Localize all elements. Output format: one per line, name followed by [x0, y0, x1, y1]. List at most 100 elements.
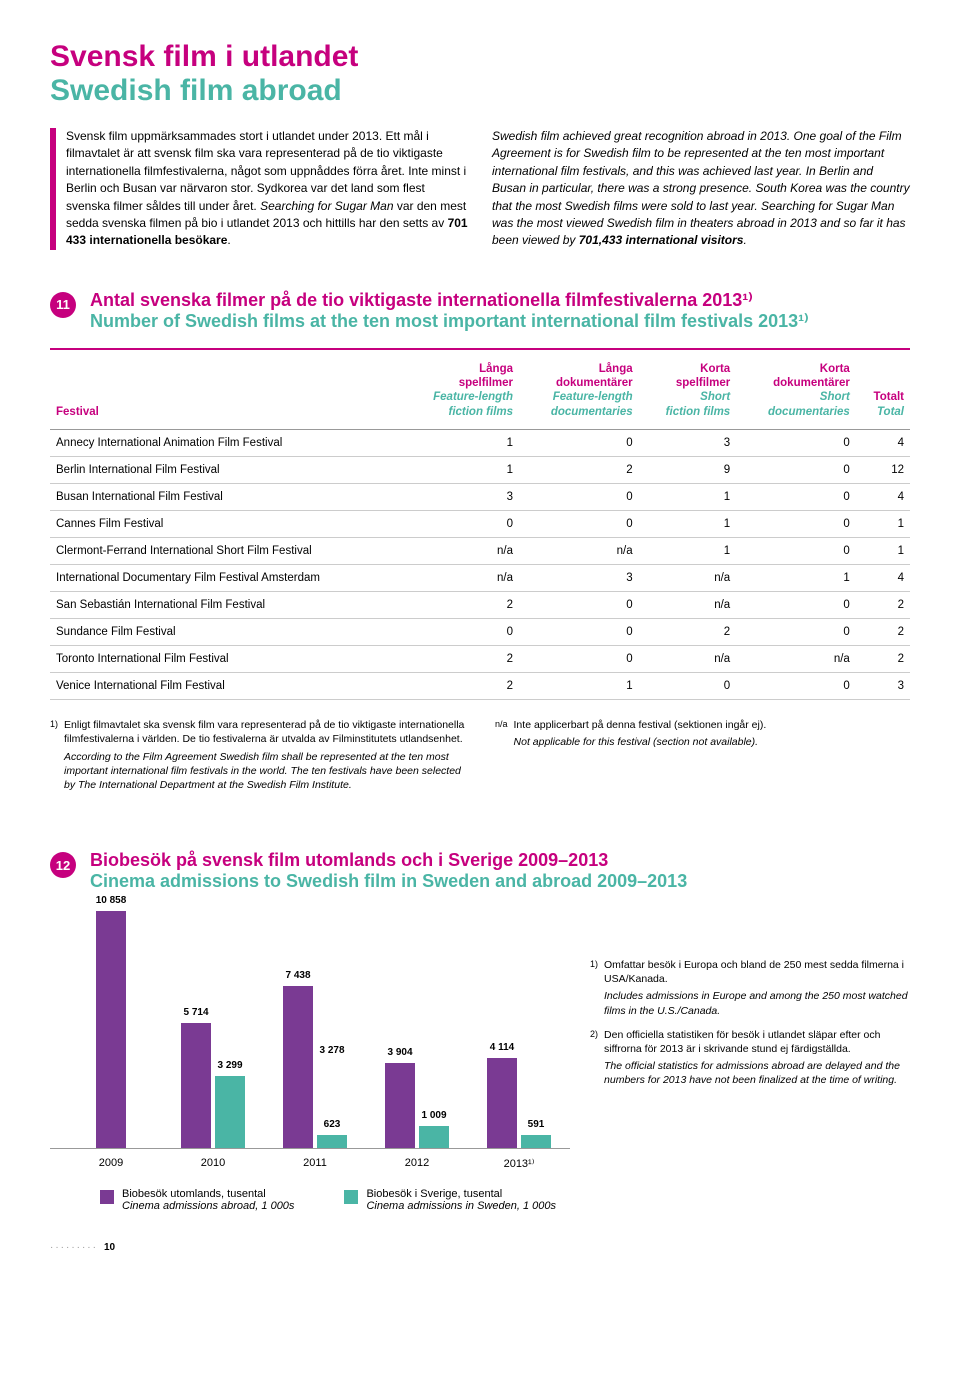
col-header: Festival: [50, 356, 402, 430]
table-cell: 2: [856, 646, 910, 673]
table-cell: 1: [639, 484, 737, 511]
table-cell: 0: [519, 430, 639, 457]
section11-title-sv: Antal svenska filmer på de tio viktigast…: [90, 290, 910, 311]
bar-abroad: 10 858: [96, 911, 126, 1148]
table-cell: Toronto International Film Festival: [50, 646, 402, 673]
bar-label: 3 904: [387, 1047, 412, 1058]
table-cell: 1: [402, 457, 519, 484]
table-cell: 2: [856, 592, 910, 619]
table-cell: 0: [736, 619, 856, 646]
bar-label: 623: [324, 1119, 341, 1130]
table-row: Toronto International Film Festival20n/a…: [50, 646, 910, 673]
festivals-table: FestivalLånga spelfilmerFeature-length f…: [50, 356, 910, 701]
col-header: TotaltTotal: [856, 356, 910, 430]
table-cell: Berlin International Film Festival: [50, 457, 402, 484]
table-cell: 1: [736, 565, 856, 592]
table-cell: 3: [639, 430, 737, 457]
table-row: Annecy International Animation Film Fest…: [50, 430, 910, 457]
chart-note-1: 1) Omfattar besök i Europa och bland de …: [590, 958, 910, 1018]
table-body: Annecy International Animation Film Fest…: [50, 430, 910, 700]
section12-title-sv: Biobesök på svensk film utomlands och i …: [90, 850, 910, 871]
table-cell: 0: [519, 484, 639, 511]
intro-sv-col: Svensk film uppmärksammades stort i utla…: [50, 128, 468, 250]
col-header: Långa spelfilmerFeature-length fiction f…: [402, 356, 519, 430]
table-cell: 2: [402, 646, 519, 673]
year-group: 3 9041 009: [366, 908, 468, 1148]
table-row: San Sebastián International Film Festiva…: [50, 592, 910, 619]
bar-abroad: 3 904: [385, 1063, 415, 1148]
chart-note-1-en: Includes admissions in Europe and among …: [604, 989, 910, 1017]
table-row: Clermont-Ferrand International Short Fil…: [50, 538, 910, 565]
table-top-rule: [50, 348, 910, 350]
chart-note-2: 2) Den officiella statistiken för besök …: [590, 1028, 910, 1088]
table-cell: Venice International Film Festival: [50, 673, 402, 700]
table-cell: 0: [736, 538, 856, 565]
table-cell: 0: [639, 673, 737, 700]
table-cell: 2: [519, 457, 639, 484]
footnote-1-sv: Enligt filmavtalet ska svensk film vara …: [64, 719, 464, 745]
table-cell: 1: [402, 430, 519, 457]
table-cell: n/a: [639, 646, 737, 673]
year-label: 2013¹⁾: [468, 1149, 570, 1170]
bar-sweden: 6233 278: [317, 1135, 347, 1149]
footnote-na: n/a Inte applicerbart på denna festival …: [495, 718, 910, 749]
footnote-1-marker: 1): [50, 718, 58, 792]
table-cell: 9: [639, 457, 737, 484]
footnote-1: 1) Enligt filmavtalet ska svensk film va…: [50, 718, 465, 792]
table-cell: 0: [402, 511, 519, 538]
table-cell: n/a: [519, 538, 639, 565]
table-cell: 3: [856, 673, 910, 700]
table-cell: Busan International Film Festival: [50, 484, 402, 511]
footer-dots: ·········: [50, 1242, 98, 1253]
bar-label: 3 299: [217, 1060, 242, 1071]
accent-bar: [50, 128, 56, 250]
chart-note-2-en: The official statistics for admissions a…: [604, 1059, 910, 1087]
footnote-na-en: Not applicable for this festival (sectio…: [514, 735, 767, 749]
table-cell: 1: [856, 511, 910, 538]
intro-sv-text: Svensk film uppmärksammades stort i utla…: [66, 128, 468, 250]
table-cell: 0: [519, 619, 639, 646]
table-cell: 12: [856, 457, 910, 484]
page-title-block: Svensk film i utlandet Swedish film abro…: [50, 40, 910, 108]
title-sv: Svensk film i utlandet: [50, 40, 910, 74]
intro-columns: Svensk film uppmärksammades stort i utla…: [50, 128, 910, 250]
bar-sweden: 3 299: [215, 1076, 245, 1148]
bar-chart: 10 8585 7143 2997 4386233 2783 9041 0094…: [50, 908, 570, 1212]
swatch-sweden: [344, 1190, 358, 1204]
table-row: Sundance Film Festival00202: [50, 619, 910, 646]
table-cell: n/a: [639, 592, 737, 619]
legend-sweden-en: Cinema admissions in Sweden, 1 000s: [366, 1200, 556, 1212]
legend-abroad-sv: Biobesök utomlands, tusental: [122, 1188, 266, 1200]
table-cell: 0: [736, 673, 856, 700]
intro-en: Swedish film achieved great recognition …: [492, 129, 910, 247]
chart-note-1-sv: Omfattar besök i Europa och bland de 250…: [604, 959, 904, 985]
table-cell: 2: [402, 592, 519, 619]
section11-header: 11 Antal svenska filmer på de tio viktig…: [50, 290, 910, 332]
table-cell: 0: [736, 484, 856, 511]
bar-abroad: 7 438: [283, 986, 313, 1148]
badge-11: 11: [50, 292, 76, 318]
table-cell: 2: [402, 673, 519, 700]
bar-abroad: 5 714: [181, 1023, 211, 1148]
table-cell: International Documentary Film Festival …: [50, 565, 402, 592]
table-row: Busan International Film Festival30104: [50, 484, 910, 511]
swatch-abroad: [100, 1190, 114, 1204]
intro-sv: Svensk film uppmärksammades stort i utla…: [66, 129, 468, 247]
table-cell: 1: [856, 538, 910, 565]
table-cell: 2: [639, 619, 737, 646]
col-header: Korta dokumentärerShort documentaries: [736, 356, 856, 430]
section11-title-en: Number of Swedish films at the ten most …: [90, 311, 910, 332]
table-cell: n/a: [402, 565, 519, 592]
year-group: 7 438 6233 278: [264, 908, 366, 1148]
table-cell: Clermont-Ferrand International Short Fil…: [50, 538, 402, 565]
table-cell: 0: [519, 592, 639, 619]
footnote-na-sv: Inte applicerbart på denna festival (sek…: [514, 719, 767, 731]
intro-en-col: Swedish film achieved great recognition …: [492, 128, 910, 250]
year-group: 10 858: [60, 908, 162, 1148]
footnote-1-en: According to the Film Agreement Swedish …: [64, 750, 465, 793]
table-cell: 0: [736, 511, 856, 538]
col-header: Långa dokumentärerFeature-length documen…: [519, 356, 639, 430]
section12-title-en: Cinema admissions to Swedish film in Swe…: [90, 871, 910, 892]
bar-sweden: 591: [521, 1135, 551, 1148]
year-label: 2009: [60, 1149, 162, 1170]
